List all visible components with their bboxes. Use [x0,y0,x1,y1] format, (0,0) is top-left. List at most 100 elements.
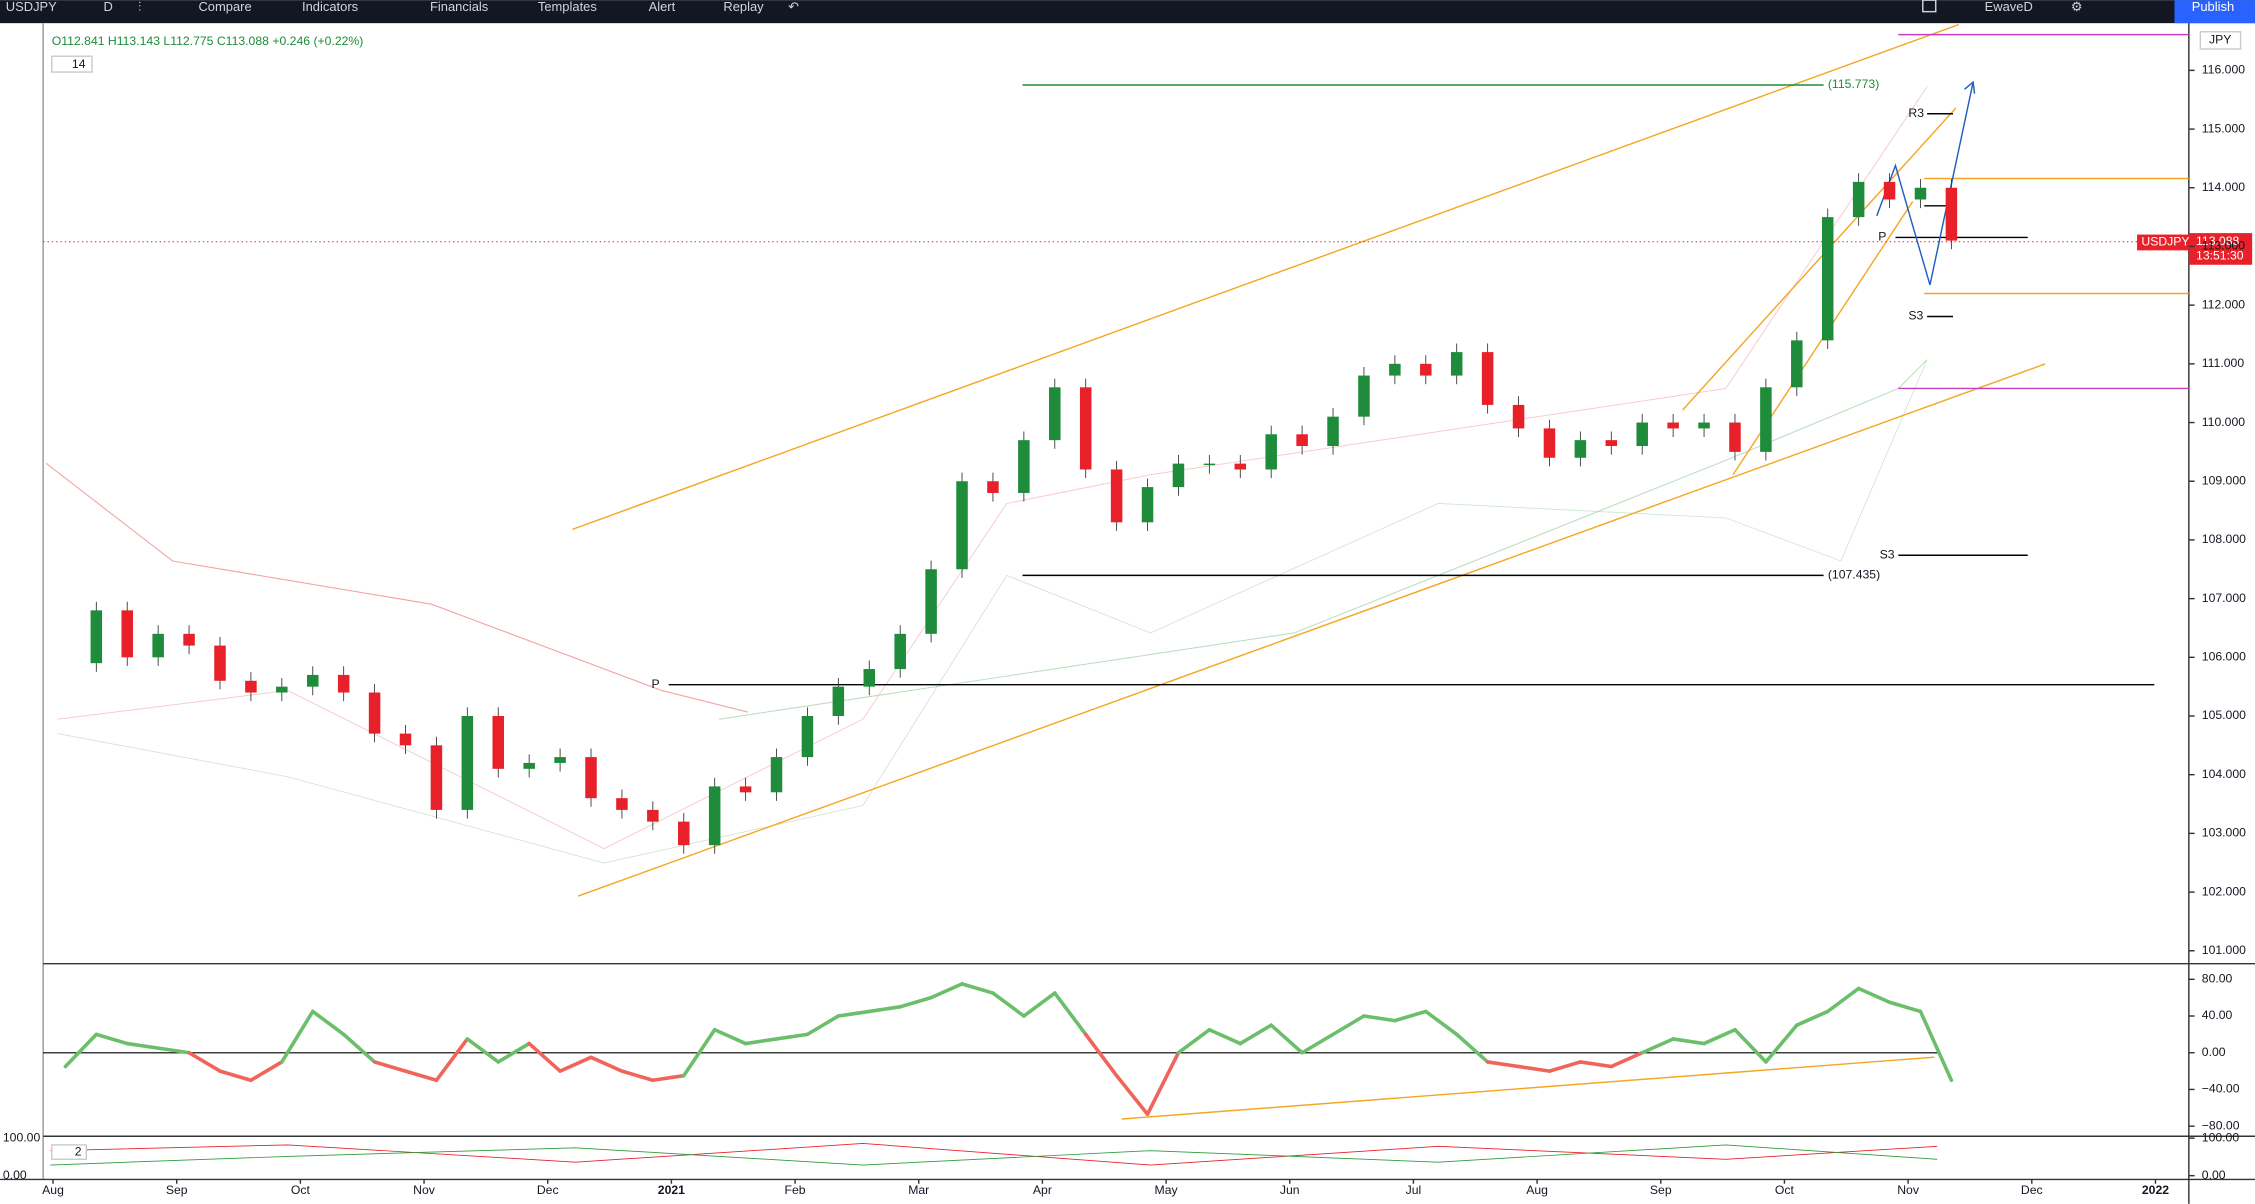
candle [1512,404,1525,429]
osc-segment [1052,991,1088,1037]
candle [739,786,752,793]
x-tick-label: Dec [537,1183,559,1197]
candle [894,633,906,670]
interval[interactable]: D [104,0,113,14]
osc-segment [1300,1032,1335,1055]
labels: (115.773) (107.435) R3 S3 S3 P P O112.84… [51,31,2253,1160]
osc-segment [805,1014,841,1037]
candle [1760,387,1772,452]
x-tick-label: Apr [1033,1183,1052,1197]
settings-icon[interactable]: ⚙ [2071,0,2083,14]
osc-segment [1671,1037,1706,1046]
osc-segment [1083,1032,1119,1078]
channel-lower [577,363,2046,897]
publish-button[interactable] [2174,0,2255,24]
y-tick-label: 100.00 [3,1130,41,1144]
osc-segment [1856,986,1892,1005]
x-tick-label: Oct [291,1183,311,1197]
candle [523,762,535,769]
candle [1172,463,1185,488]
chart-style-icon[interactable]: ⫶ [138,0,141,14]
layout-name[interactable]: EwaveD [1985,0,2033,14]
osc-segment [1485,1060,1521,1069]
long-ma [45,462,748,713]
alert[interactable]: Alert [649,0,676,14]
symbol[interactable]: USDJPY [6,0,57,14]
ohlc-legend: O112.841 H113.143 L112.775 C113.088 +0.2… [52,34,364,48]
publish-label: Publish [2192,0,2234,14]
osc-segment [836,1009,872,1018]
y-tick-label: 102.000 [2202,884,2246,898]
candle [152,633,164,658]
candle [708,786,721,846]
osc-segment [496,1041,531,1064]
osc-segment [280,1009,315,1064]
indicator-badge[interactable] [51,1144,88,1160]
x-tick-label: Aug [1526,1183,1548,1197]
r3-label: R3 [1908,106,1924,120]
osc-segment [898,995,933,1009]
y-tick-label: −80.00 [2202,1118,2240,1132]
indicator-badge[interactable] [51,55,93,73]
y-tick-label: 100.00 [2202,1130,2240,1144]
osc-segment [589,1055,624,1073]
undo[interactable]: ↶ [788,0,799,14]
drawings [43,23,2189,1166]
y-tick-label: 105.000 [2202,708,2246,722]
x-tick-label: 2021 [658,1183,685,1197]
osc-segment [1640,1037,1675,1055]
level-label: (115.773) [1828,77,1879,91]
osc-segment [960,982,995,995]
candle [245,680,257,693]
countdown: 13:51:30 [2196,248,2244,262]
toolbar: USDJPY D ⫶ Compare Indicators Financials… [0,0,2255,24]
osc-segment [1393,1009,1428,1023]
candle [1667,422,1679,429]
osc-segment [681,1027,717,1078]
y-tick-label: 112.000 [2202,297,2245,311]
fullscreen-icon[interactable] [1922,0,1937,13]
candle [1450,352,1463,376]
candle [1141,487,1154,523]
osc-segment [1733,1027,1768,1064]
osc-segment [1423,1009,1459,1037]
candle [801,716,814,758]
osc-segment [1362,1014,1397,1023]
y-tick-label: 114.000 [2202,180,2245,194]
lower-line [50,1143,1938,1166]
lower-param: 2 [75,1144,82,1158]
toolbar-bg [0,0,2255,24]
indicators[interactable]: Indicators [302,0,358,14]
osc-segment [1609,1050,1645,1069]
candle [1420,363,1432,376]
templates[interactable]: Templates [538,0,597,14]
candle [1914,187,1927,200]
y-tick-label: 110.000 [2202,415,2245,429]
y-tick-label: 101.000 [2202,943,2246,957]
y-tick-label: 115.000 [2202,121,2245,135]
candle [183,633,195,646]
financials[interactable]: Financials [430,0,488,14]
osc-segment [434,1037,470,1083]
candle [1574,440,1587,458]
lower-band [57,359,1928,864]
candle [1729,422,1741,452]
price-tag-label: 113.088 [2196,234,2239,248]
currency-box[interactable] [2199,31,2242,50]
replay[interactable]: Replay [723,0,764,14]
y-tick-label: 103.000 [2202,826,2246,840]
osc-segment [1454,1032,1490,1064]
candle [832,686,845,717]
osc-segment [1887,1000,1923,1014]
y-tick-label: 109.000 [2202,473,2246,487]
candle [678,821,690,846]
lower-line [50,1144,1938,1166]
candle [956,481,968,570]
s3-label: S3 [1908,309,1923,323]
candle [1821,217,1834,341]
compare[interactable]: Compare [198,0,251,14]
y-tick-label: 104.000 [2202,767,2246,781]
osc-segment [1918,1009,1954,1083]
candle [1234,463,1247,470]
candle [276,686,288,693]
